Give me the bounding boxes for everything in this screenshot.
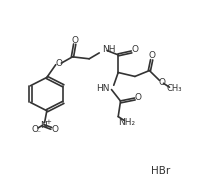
Text: NH: NH [103, 45, 116, 54]
Text: HBr: HBr [151, 165, 170, 176]
Text: +: + [45, 119, 51, 124]
Text: NH₂: NH₂ [119, 118, 136, 127]
Text: CH₃: CH₃ [167, 84, 182, 93]
Text: O: O [158, 78, 165, 87]
Text: HN: HN [96, 84, 110, 93]
Text: ⁻: ⁻ [36, 129, 40, 138]
Text: O: O [55, 59, 62, 68]
Text: O: O [52, 125, 59, 134]
Text: N: N [40, 121, 47, 130]
Text: O: O [71, 36, 78, 45]
Text: O: O [131, 44, 138, 54]
Text: O: O [31, 125, 38, 134]
Text: O: O [148, 51, 155, 60]
Text: O: O [135, 93, 142, 103]
